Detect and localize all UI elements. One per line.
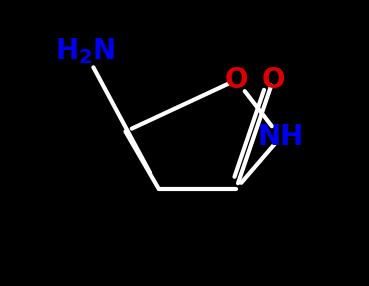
Text: O: O xyxy=(261,66,285,94)
Text: NH: NH xyxy=(257,123,304,151)
Text: $\mathregular{H_2N}$: $\mathregular{H_2N}$ xyxy=(55,37,115,66)
Text: O: O xyxy=(224,66,248,94)
